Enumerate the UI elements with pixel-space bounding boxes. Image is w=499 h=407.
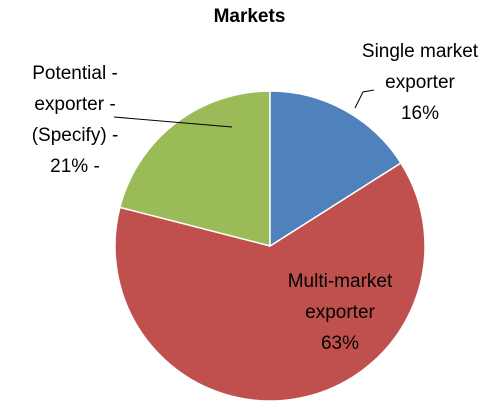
slice-label: Single market exporter 16% — [350, 36, 490, 129]
pie-slice — [269, 90, 402, 248]
value-label: 63% — [320, 333, 360, 354]
slice-label: Potential - exporter - (Specify) - 21% - — [20, 58, 130, 182]
category-label: Potential - exporter - (Specify) - — [31, 63, 119, 146]
value-label: 16% — [400, 103, 440, 124]
category-label: Single market exporter — [361, 41, 479, 93]
category-label: Multi-market exporter — [287, 271, 393, 323]
value-label: 21% - — [50, 156, 100, 177]
leader-line — [354, 89, 375, 109]
chart-title: Markets — [213, 6, 286, 27]
pie-slice — [118, 90, 271, 247]
slice-label: Multi-market exporter 63% — [265, 266, 415, 359]
pie-slice — [114, 161, 426, 402]
leader-line — [113, 116, 233, 128]
